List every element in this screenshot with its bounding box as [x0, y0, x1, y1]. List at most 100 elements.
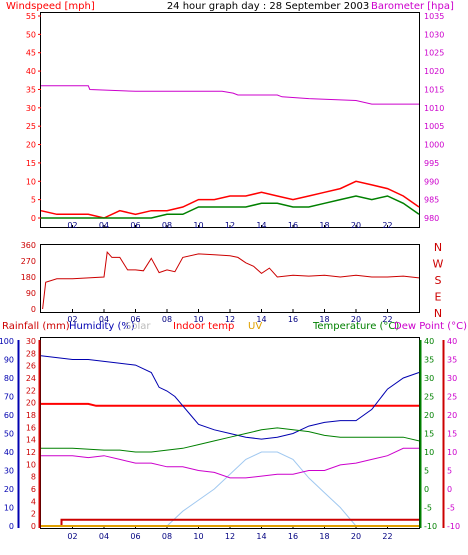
hour-tick-label: 16: [288, 221, 298, 230]
humidity-tick-label: 60: [4, 411, 14, 420]
rain-tick-label: 6: [31, 485, 36, 494]
temperature-tick-label: 20: [424, 411, 434, 420]
wind-tick-label: 10: [26, 177, 36, 186]
dewpoint-tick-label: 40: [447, 337, 457, 346]
hour-tick-label: 08: [162, 532, 172, 541]
humidity-tick-label: 50: [4, 430, 14, 439]
hour-tick-label: 18: [319, 315, 329, 324]
barometer-tick-label: 1020: [424, 67, 444, 76]
hour-tick-label: 20: [351, 221, 361, 230]
wind-tick-label: 55: [26, 12, 36, 21]
legend-dew-point: Dew Point (°C): [394, 321, 467, 332]
direction-tick-label: 270: [21, 257, 36, 266]
hour-tick-label: 08: [162, 315, 172, 324]
rain-tick-label: 10: [26, 460, 36, 469]
humidity-tick-label: 100: [0, 337, 14, 346]
temperature-tick-label: -10: [424, 522, 437, 531]
hour-tick-label: 04: [99, 221, 109, 230]
rain-tick-label: 22: [26, 386, 36, 395]
wind-tick-label: 5: [31, 196, 36, 205]
direction-tick-label: 360: [21, 241, 36, 250]
wind-tick-label: 30: [26, 104, 36, 113]
rain-tick-label: 0: [31, 522, 36, 531]
wind-direction-line: [42, 250, 420, 310]
data-series: [40, 85, 420, 527]
temperature-tick-label: 5: [424, 467, 429, 476]
hour-tick-label: 10: [193, 221, 203, 230]
rain-tick-label: 12: [26, 448, 36, 457]
hour-tick-label: 02: [67, 532, 77, 541]
humidity-tick-label: 80: [4, 374, 14, 383]
compass-label: W: [433, 258, 444, 271]
humidity-tick-label: 90: [4, 356, 14, 365]
dewpoint-tick-label: 35: [447, 356, 457, 365]
humidity-line: [40, 355, 420, 440]
temperature-tick-label: 30: [424, 374, 434, 383]
rain-tick-label: 24: [26, 374, 36, 383]
direction-panel-frame: [40, 244, 420, 313]
wind-gust-line: [40, 180, 420, 219]
dewpoint-tick-label: 30: [447, 374, 457, 383]
barometer-tick-label: 980: [424, 214, 439, 223]
legend-uv: UV: [248, 321, 262, 332]
hour-tick-label: 22: [382, 315, 392, 324]
barometer-tick-label: 985: [424, 196, 439, 205]
wind-tick-label: 15: [26, 159, 36, 168]
legend-indoor-temp: Indoor temp: [173, 321, 234, 332]
barometer-line: [41, 85, 419, 105]
barometer-tick-label: 1030: [424, 30, 444, 39]
wind-tick-label: 20: [26, 141, 36, 150]
wind-average-line: [41, 195, 420, 219]
humidity-tick-label: 10: [4, 504, 14, 513]
humidity-tick-label: 40: [4, 448, 14, 457]
wind-tick-label: 40: [26, 67, 36, 76]
hour-tick-label: 22: [382, 221, 392, 230]
barometer-tick-label: 1015: [424, 85, 444, 94]
hour-tick-label: 08: [162, 221, 172, 230]
hour-tick-label: 02: [67, 315, 77, 324]
dewpoint-tick-label: -5: [447, 504, 455, 513]
temperature-line: [41, 427, 420, 453]
solar-curve: [166, 451, 357, 527]
legend-rainfall: Rainfall (mm): [2, 321, 70, 332]
hour-tick-label: 06: [130, 221, 140, 230]
barometer-tick-label: 1035: [424, 12, 444, 21]
direction-tick-label: 90: [26, 289, 36, 298]
rain-tick-label: 2: [31, 510, 36, 519]
hour-tick-label: 04: [99, 532, 109, 541]
dewpoint-tick-label: 20: [447, 411, 457, 420]
wind-tick-label: 25: [26, 122, 36, 131]
windspeed-title: Windspeed [mph]: [6, 1, 95, 12]
barometer-title: Barometer [hpa]: [371, 1, 454, 12]
hour-tick-label: 06: [130, 315, 140, 324]
legend-humidity: Humidity (%): [69, 321, 135, 332]
rain-tick-label: 28: [26, 349, 36, 358]
hour-tick-label: 12: [225, 532, 235, 541]
barometer-tick-label: 990: [424, 177, 439, 186]
temperature-tick-label: 35: [424, 356, 434, 365]
hour-tick-label: 20: [351, 315, 361, 324]
hour-tick-label: 06: [130, 532, 140, 541]
hour-tick-label: 14: [256, 221, 266, 230]
barometer-tick-label: 1000: [424, 141, 444, 150]
hour-tick-label: 22: [382, 532, 392, 541]
wind-tick-label: 50: [26, 30, 36, 39]
rain-tick-label: 4: [31, 497, 36, 506]
hour-tick-label: 20: [351, 532, 361, 541]
humidity-tick-label: 70: [4, 393, 14, 402]
legend-solar: Solar: [125, 321, 151, 332]
hour-tick-label: 04: [99, 315, 109, 324]
indoor-temp-line: [41, 402, 419, 407]
dewpoint-tick-label: 5: [447, 467, 452, 476]
temperature-tick-label: 15: [424, 430, 434, 439]
humidity-tick-label: 30: [4, 467, 14, 476]
temperature-tick-label: 0: [424, 485, 429, 494]
rain-tick-label: 18: [26, 411, 36, 420]
wind-tick-label: 35: [26, 85, 36, 94]
barometer-tick-label: 995: [424, 159, 439, 168]
hour-tick-label: 10: [193, 315, 203, 324]
compass-label: N: [434, 241, 442, 254]
direction-tick-label: 0: [31, 305, 36, 314]
rain-tick-label: 14: [26, 436, 36, 445]
